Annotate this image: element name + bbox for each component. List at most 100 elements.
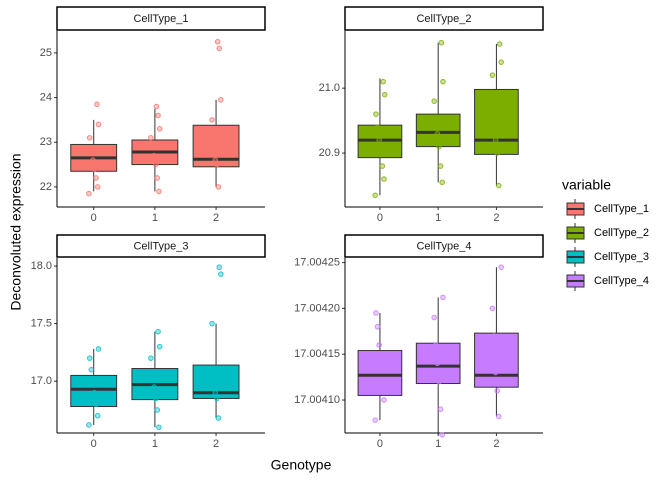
y-tick-label: 24 <box>40 91 52 103</box>
point <box>377 150 384 156</box>
point <box>155 328 161 335</box>
point <box>214 38 221 45</box>
point <box>376 137 382 143</box>
point <box>90 378 96 384</box>
point <box>212 389 219 396</box>
point <box>86 422 92 428</box>
point <box>152 161 159 168</box>
y-tick-label: 21.0 <box>319 82 340 94</box>
point <box>218 271 224 277</box>
point <box>212 157 219 163</box>
point <box>86 134 93 141</box>
y-tick-label: 25 <box>40 47 52 59</box>
y-tick-label: 17.00420 <box>294 302 340 314</box>
point <box>148 134 154 141</box>
point <box>216 264 223 271</box>
point <box>91 166 98 172</box>
point <box>154 407 161 413</box>
point <box>88 148 95 154</box>
point <box>381 176 387 182</box>
point <box>215 184 222 190</box>
x-tick-label: 1 <box>435 438 441 450</box>
strip <box>56 6 266 31</box>
point <box>492 137 499 143</box>
point <box>156 424 162 431</box>
strip-label: CellType_1 <box>133 13 188 25</box>
x-tick-label: 1 <box>152 212 158 224</box>
box <box>415 113 461 148</box>
strip-label: CellType_2 <box>416 13 471 25</box>
point <box>95 346 102 352</box>
point <box>214 161 220 168</box>
point <box>492 369 499 376</box>
point <box>151 384 157 390</box>
point <box>374 124 381 130</box>
point <box>156 343 163 350</box>
y-axis-title: Deconvoluted expression <box>8 153 24 310</box>
point <box>491 111 497 117</box>
point <box>440 78 446 85</box>
box <box>474 332 519 388</box>
strip <box>56 234 266 258</box>
point <box>95 121 102 128</box>
legend-label: CellType_3 <box>594 251 649 263</box>
point <box>209 320 215 327</box>
x-tick-label: 2 <box>493 438 499 450</box>
y-tick-label: 17.00425 <box>294 256 340 268</box>
point <box>498 59 505 65</box>
y-tick-label: 17.00410 <box>294 394 340 406</box>
point <box>434 130 441 137</box>
box <box>357 350 403 396</box>
point <box>374 323 381 330</box>
point <box>496 182 502 189</box>
point <box>372 417 378 423</box>
y-tick-label: 17.0 <box>31 375 52 387</box>
point <box>439 179 445 186</box>
point <box>88 366 95 373</box>
point <box>94 101 100 108</box>
point <box>489 72 496 78</box>
point <box>377 360 384 367</box>
point <box>215 415 222 421</box>
point <box>440 294 446 301</box>
point <box>152 395 159 402</box>
point <box>218 96 224 103</box>
y-tick-label: 22 <box>40 181 52 193</box>
legend-label: CellType_2 <box>594 227 649 239</box>
point <box>216 45 223 52</box>
point <box>431 314 437 321</box>
x-tick-label: 2 <box>213 438 219 450</box>
point <box>93 401 99 408</box>
strip-label: CellType_4 <box>416 240 471 252</box>
point <box>498 264 505 270</box>
point <box>86 355 93 361</box>
point <box>94 412 101 419</box>
x-tick-label: 0 <box>377 212 383 224</box>
box <box>474 88 519 155</box>
point <box>153 103 160 110</box>
point <box>489 305 496 312</box>
point <box>155 112 161 119</box>
point <box>149 143 156 150</box>
point <box>436 143 442 150</box>
point <box>437 163 444 169</box>
y-tick-label: 17.5 <box>31 318 52 330</box>
point <box>93 175 99 181</box>
x-tick-label: 0 <box>91 438 97 450</box>
point <box>438 39 445 46</box>
point <box>436 378 442 385</box>
point <box>376 342 382 348</box>
point <box>437 406 444 412</box>
legend-label: CellType_4 <box>594 275 649 287</box>
point <box>154 175 161 181</box>
point <box>209 117 215 123</box>
point <box>149 372 156 379</box>
y-tick-label: 18.0 <box>31 260 52 272</box>
point <box>156 188 162 195</box>
point <box>432 342 439 348</box>
point <box>94 184 101 190</box>
point <box>372 192 378 199</box>
x-tick-label: 1 <box>435 212 441 224</box>
point <box>91 389 98 396</box>
